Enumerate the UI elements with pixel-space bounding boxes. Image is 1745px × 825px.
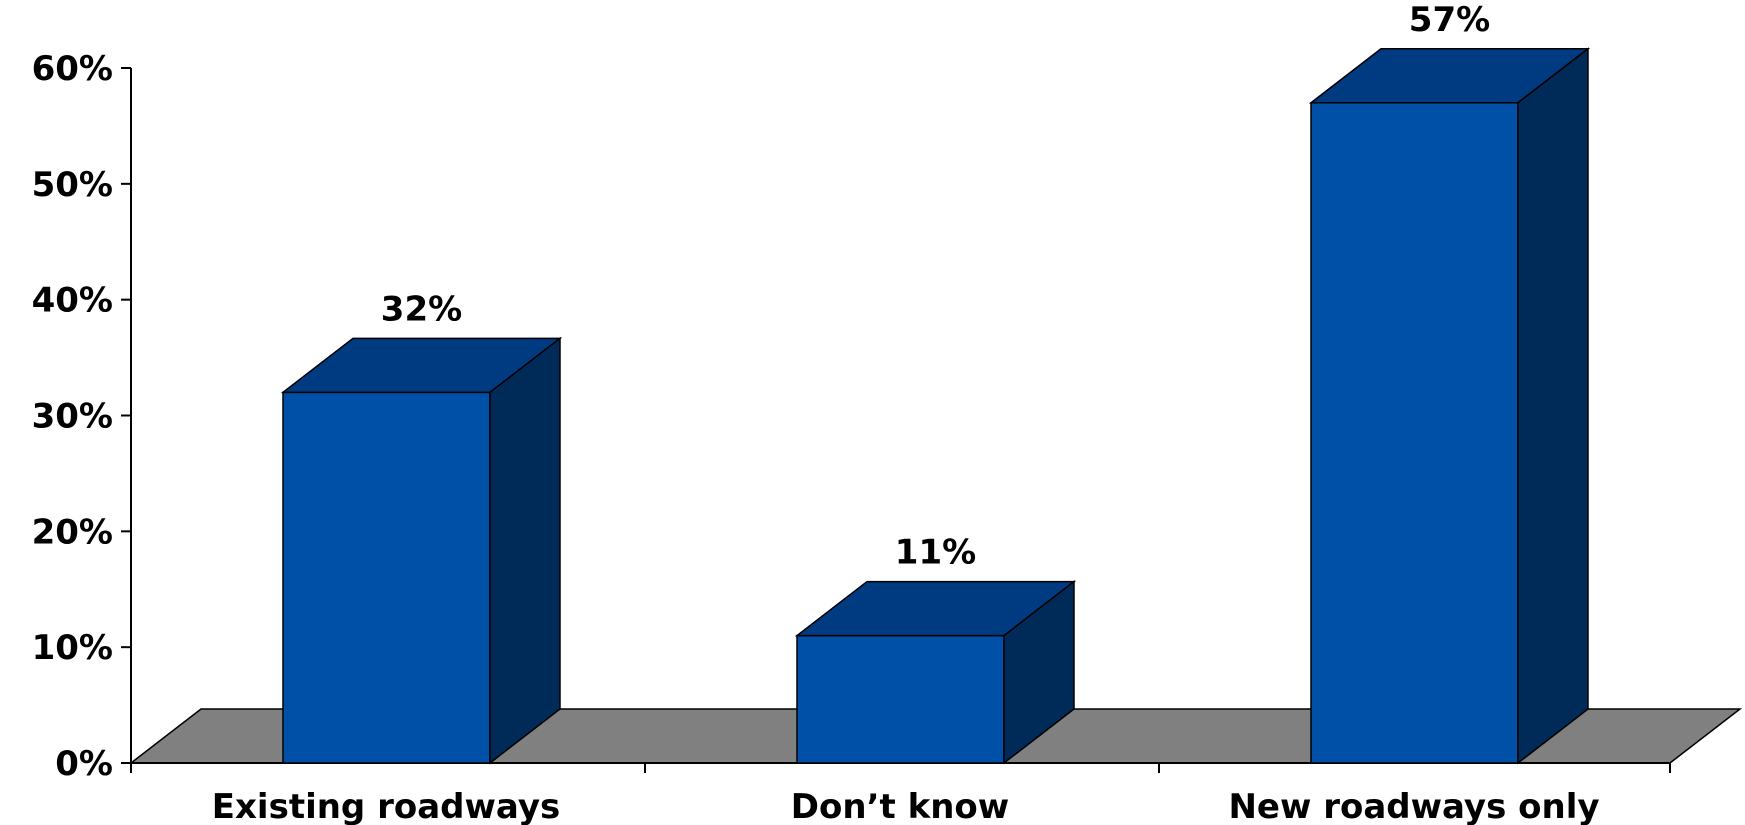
- bar-value-label: 11%: [895, 533, 976, 573]
- bar: [794, 580, 1077, 765]
- x-category-label: New roadways only: [1228, 787, 1599, 825]
- x-category-label: Don’t know: [791, 787, 1009, 825]
- chart-labels: 32% Existing roadways 11% Don’t know 57% New …: [212, 0, 1600, 825]
- x-category-label: Existing roadways: [212, 787, 560, 825]
- chart-bars: [280, 47, 1591, 765]
- y-tick-label: 0%: [55, 744, 113, 784]
- bar-front-face: [796, 634, 1005, 764]
- bar-value-label: 57%: [1409, 0, 1490, 40]
- bar: [1308, 47, 1591, 765]
- bar-value-label: 32%: [381, 289, 462, 329]
- y-tick-label: 50%: [32, 165, 113, 205]
- bar: [280, 336, 563, 765]
- y-tick-label: 20%: [32, 512, 113, 552]
- y-tick-label: 10%: [32, 628, 113, 668]
- y-tick-label: 60%: [32, 49, 113, 89]
- y-tick-label: 30%: [32, 397, 113, 437]
- bar-front-face: [1310, 102, 1519, 764]
- bar-front-face: [282, 391, 491, 764]
- y-tick-label: 40%: [32, 281, 113, 321]
- bar-side-face: [1003, 580, 1075, 765]
- bar-side-face: [489, 336, 561, 765]
- bar-side-face: [1517, 47, 1589, 765]
